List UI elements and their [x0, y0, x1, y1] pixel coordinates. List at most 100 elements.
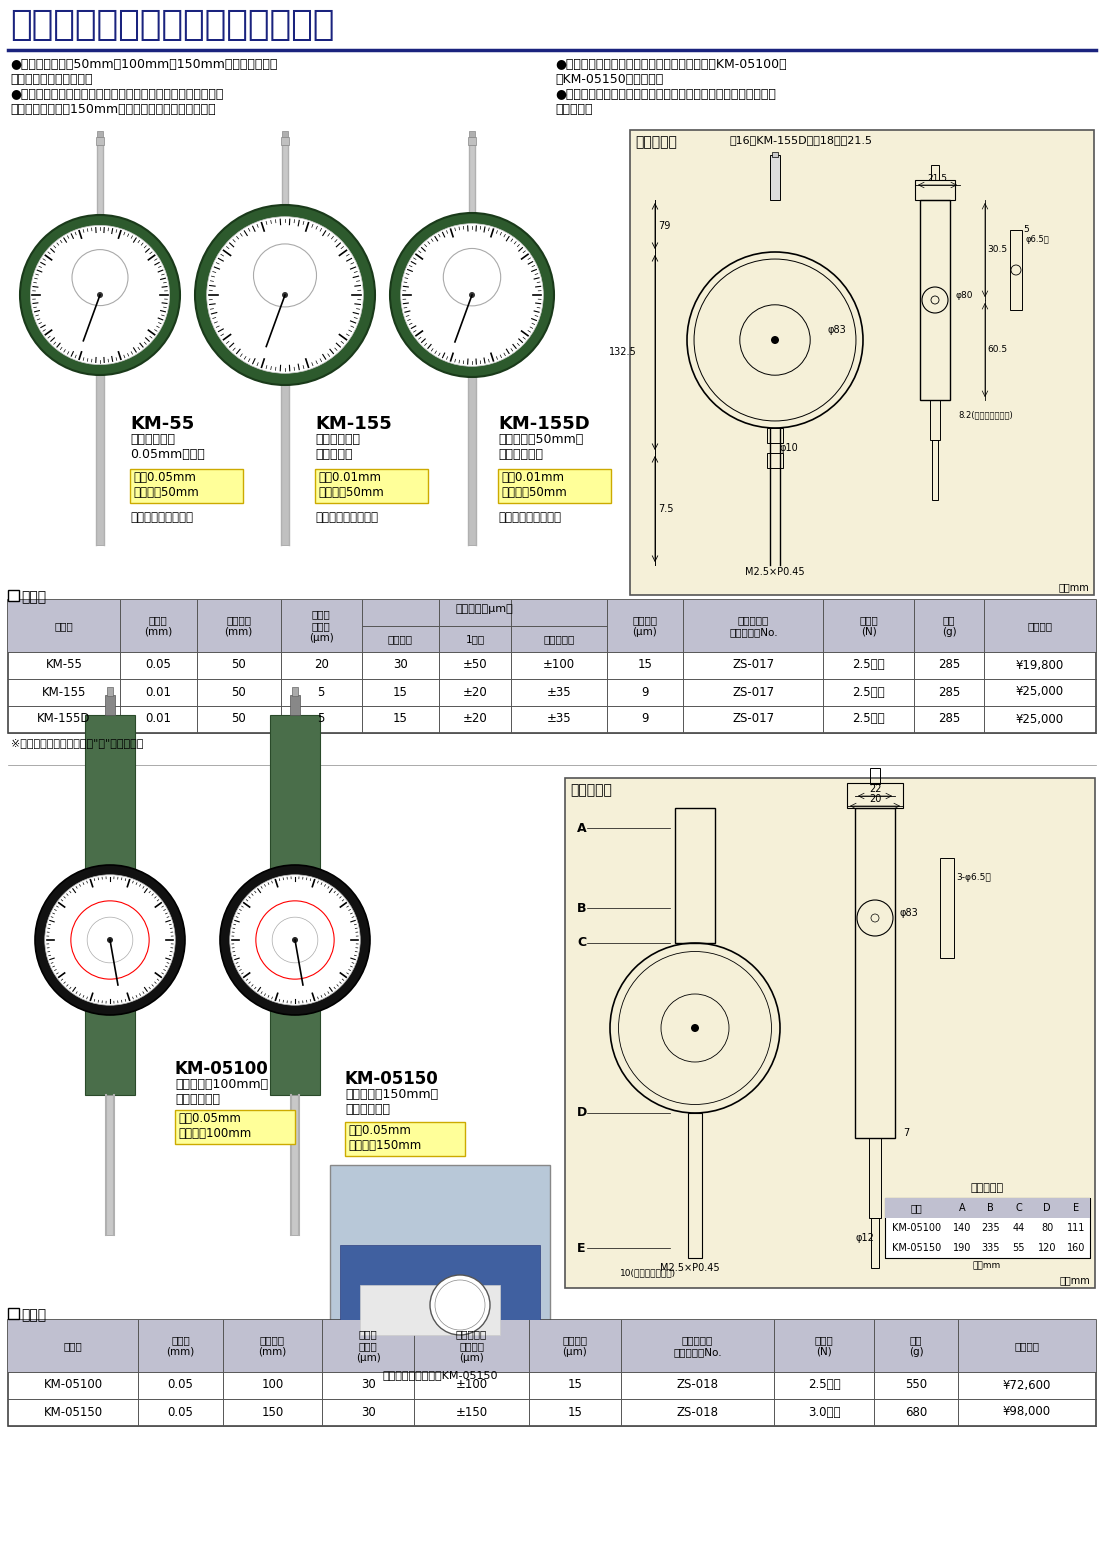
Bar — [130, 469, 243, 503]
Bar — [282, 130, 288, 137]
Bar — [176, 1110, 295, 1145]
Circle shape — [401, 224, 543, 367]
Text: D: D — [577, 1106, 587, 1120]
Bar — [498, 469, 611, 503]
Text: 50: 50 — [232, 713, 246, 725]
Text: 3-φ6.5穴: 3-φ6.5穴 — [956, 873, 990, 882]
Text: 7.5: 7.5 — [658, 505, 673, 514]
Text: ZS-017: ZS-017 — [732, 713, 774, 725]
Text: 111: 111 — [1066, 1224, 1085, 1233]
Bar — [340, 1246, 540, 1356]
Text: 5: 5 — [318, 685, 325, 699]
Text: 1回転: 1回転 — [466, 634, 485, 644]
Text: B: B — [577, 901, 586, 915]
Text: A: A — [577, 822, 586, 834]
Text: 100: 100 — [262, 1379, 284, 1391]
Text: KM-155D: KM-155D — [38, 713, 91, 725]
Text: 10(平蓋ぶたの場合): 10(平蓋ぶたの場合) — [620, 1267, 676, 1277]
Text: 大形長ストロークダイヤルゲージ: 大形長ストロークダイヤルゲージ — [10, 8, 335, 42]
Bar — [1010, 230, 1022, 311]
Text: 55: 55 — [1012, 1242, 1026, 1253]
Text: 目量0.01mm
測定範囲50mm: 目量0.01mm 測定範囲50mm — [501, 471, 566, 499]
Text: ZS-018: ZS-018 — [677, 1405, 719, 1418]
Text: 目　量
(mm): 目 量 (mm) — [145, 615, 172, 637]
Text: 30.5: 30.5 — [987, 245, 1007, 255]
Text: ±100: ±100 — [543, 658, 575, 671]
Text: 2.5以下: 2.5以下 — [808, 1379, 840, 1391]
Bar — [107, 686, 113, 696]
Bar — [885, 1197, 1090, 1218]
Text: KM-05100: KM-05100 — [43, 1379, 103, 1391]
Text: 44: 44 — [1012, 1224, 1025, 1233]
Text: 標準測定子
部品コードNo.: 標準測定子 部品コードNo. — [673, 1336, 722, 1357]
Bar — [869, 1138, 881, 1218]
Text: 標準価格: 標準価格 — [1015, 1340, 1040, 1351]
Text: ±35: ±35 — [546, 685, 571, 699]
Text: 3.0以下: 3.0以下 — [808, 1405, 840, 1418]
Text: ±50: ±50 — [463, 658, 487, 671]
Text: 5: 5 — [318, 713, 325, 725]
Text: 型式: 型式 — [911, 1204, 922, 1213]
Text: 20: 20 — [314, 658, 329, 671]
Text: ±35: ±35 — [546, 713, 571, 725]
Text: 50: 50 — [232, 685, 246, 699]
Bar — [97, 130, 103, 137]
Text: 寸　法　図: 寸 法 図 — [570, 783, 612, 797]
Bar — [282, 144, 288, 210]
Text: C: C — [577, 936, 586, 949]
Text: 2.5以下: 2.5以下 — [852, 658, 885, 671]
Text: ¥19,800: ¥19,800 — [1016, 658, 1064, 671]
Text: 戻り誤差
(μm): 戻り誤差 (μm) — [633, 615, 658, 637]
Bar — [854, 808, 895, 1138]
Text: ZS-017: ZS-017 — [732, 685, 774, 699]
Text: KM-05150: KM-05150 — [892, 1242, 941, 1253]
Text: ZS-018: ZS-018 — [677, 1379, 719, 1391]
Text: 8.2(平蓋ぶたの場合): 8.2(平蓋ぶたの場合) — [958, 410, 1012, 419]
Text: 標準測定子
部品コードNo.: 標準測定子 部品コードNo. — [729, 615, 777, 637]
Circle shape — [691, 1023, 699, 1033]
Bar — [270, 714, 320, 1095]
Text: 目量0.05mm
測定範囲50mm: 目量0.05mm 測定範囲50mm — [132, 471, 199, 499]
Text: ストローク150mmの
中二針タイプ: ストローク150mmの 中二針タイプ — [344, 1089, 438, 1117]
Text: 全測定範囲
指示誤差
(μm): 全測定範囲 指示誤差 (μm) — [456, 1329, 487, 1362]
Bar — [96, 370, 104, 545]
Text: 0.05: 0.05 — [168, 1379, 193, 1391]
Bar — [282, 137, 289, 144]
Text: φ83: φ83 — [828, 325, 847, 335]
Text: M2.5×P0.45: M2.5×P0.45 — [745, 567, 805, 578]
Bar — [8, 1308, 19, 1318]
Bar — [105, 696, 115, 714]
Circle shape — [97, 292, 103, 298]
Text: 繰返し
精密度
(μm): 繰返し 精密度 (μm) — [309, 609, 333, 643]
Text: 0.01: 0.01 — [146, 685, 171, 699]
Bar — [675, 808, 715, 943]
Text: B: B — [987, 1204, 994, 1213]
Text: 目　量
(mm): 目 量 (mm) — [167, 1336, 194, 1357]
Text: 単位mm: 単位mm — [973, 1261, 1001, 1270]
Circle shape — [291, 936, 298, 943]
Text: 質量
(g): 質量 (g) — [909, 1336, 923, 1357]
Bar — [932, 439, 938, 500]
Text: φ6.5穴: φ6.5穴 — [1025, 235, 1049, 244]
Text: 9: 9 — [641, 713, 649, 725]
Circle shape — [469, 292, 475, 298]
Text: ストローク100mmの
中二針タイプ: ストローク100mmの 中二針タイプ — [176, 1078, 268, 1106]
Bar — [915, 180, 955, 200]
Text: 測定力
(N): 測定力 (N) — [859, 615, 878, 637]
Text: 235: 235 — [981, 1224, 999, 1233]
Text: 仕　様: 仕 様 — [21, 590, 46, 604]
Text: 指示誤差（μm）: 指示誤差（μm） — [455, 604, 513, 613]
Text: ●目盛板の大きい50mm、100mm、150mmの長ストローク
　ダイヤルゲージです。: ●目盛板の大きい50mm、100mm、150mmの長ストローク ダイヤルゲージで… — [10, 57, 277, 85]
Text: ±150: ±150 — [456, 1405, 488, 1418]
Text: 132.5: 132.5 — [609, 346, 637, 357]
Circle shape — [35, 865, 185, 1016]
Text: 型　式: 型 式 — [64, 1340, 83, 1351]
Circle shape — [220, 865, 370, 1016]
Bar — [291, 686, 298, 696]
Text: ●クランプ（オプション）の装着が可能です（KM-05100、
　KM-05150を除く）。: ●クランプ（オプション）の装着が可能です（KM-05100、 KM-05150を… — [555, 57, 787, 85]
Text: ¥25,000: ¥25,000 — [1016, 685, 1064, 699]
Text: 耐久性重視の
0.05mmタイプ: 耐久性重視の 0.05mmタイプ — [130, 433, 204, 461]
Text: 7: 7 — [903, 1127, 910, 1138]
Bar — [630, 130, 1094, 595]
Circle shape — [107, 936, 113, 943]
